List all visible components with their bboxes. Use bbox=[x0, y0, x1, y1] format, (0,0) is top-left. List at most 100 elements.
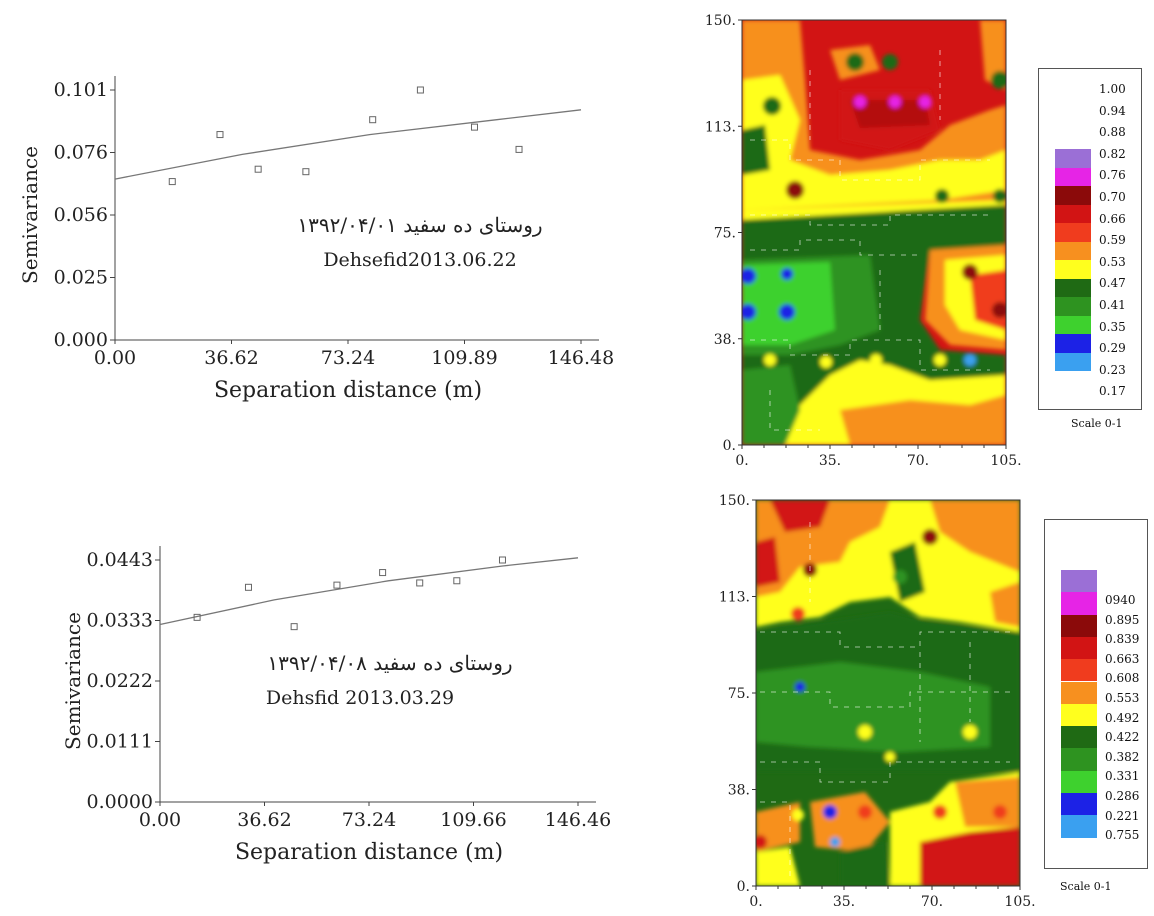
annotation-fa: روستای ده سفید ۱۳۹۲/۰۴/۰۱ bbox=[297, 213, 542, 237]
heatmap-2-axes: 0. 38. 75. 113. 150. 0. 35. 70. 105. bbox=[719, 493, 1036, 910]
variogram-chart-1: 0.000 0.025 0.056 0.076 0.101 0.00 36.62 73.24 1… bbox=[0, 60, 640, 420]
y-axis-label: Semivariance bbox=[18, 146, 42, 284]
data-point bbox=[369, 116, 377, 124]
x-tick-label: 146.46 bbox=[545, 809, 611, 831]
heatmap-chart-2: 0. 38. 75. 113. 150. 0. 35. 70. 105. 0940 0.895 0.… bbox=[690, 482, 1154, 912]
heatmap-2-svg: 0. 38. 75. 113. 150. 0. 35. 70. 105. bbox=[719, 493, 1036, 910]
legend-swatch bbox=[1061, 815, 1097, 838]
data-point bbox=[515, 145, 523, 153]
heatmap-1-legend: 1.00 0.94 0.88 0.82 0.76 0.70 0.66 0.59 0.53 0.47… bbox=[1038, 68, 1142, 430]
legend-swatch bbox=[1061, 659, 1097, 682]
x-tick-label: 35. bbox=[819, 453, 841, 469]
y-tick-label: 38. bbox=[714, 332, 736, 348]
heatmap-1-axes: 0. 38. 75. 113. 150. 0. 35. 70. 105. bbox=[705, 13, 1022, 469]
heatmap-2-legend-items: 0940 0.895 0.839 0.663 0.608 0.553 0.492 0.422 0… bbox=[1045, 520, 1147, 868]
x-tick-label: 0.00 bbox=[139, 809, 181, 831]
y-tick-label: 150. bbox=[705, 13, 736, 29]
x-tick-label: 35. bbox=[833, 894, 855, 910]
legend-swatch bbox=[1055, 149, 1091, 168]
legend-label: 0.755 bbox=[1105, 828, 1140, 843]
legend-label: 0.82 bbox=[1099, 146, 1126, 161]
legend-swatch bbox=[1061, 770, 1097, 793]
legend-swatch bbox=[1061, 681, 1097, 704]
legend-swatch bbox=[1061, 636, 1097, 660]
legend-label: 1.00 bbox=[1099, 82, 1126, 96]
legend-swatch bbox=[1055, 223, 1091, 242]
y-tick-label: 0.0333 bbox=[87, 610, 153, 632]
legend-swatch bbox=[1061, 592, 1097, 615]
legend-swatch bbox=[1061, 748, 1097, 771]
legend-label: 0.553 bbox=[1105, 691, 1140, 705]
legend-label: 0.41 bbox=[1099, 298, 1126, 312]
legend-label: 0.331 bbox=[1105, 769, 1140, 784]
x-tick-label: 70. bbox=[921, 894, 943, 910]
legend-label: 0.94 bbox=[1099, 103, 1126, 118]
y-tick-label: 0.0000 bbox=[87, 791, 153, 813]
y-tick-label: 113. bbox=[705, 119, 736, 135]
y-tick-label: 0.056 bbox=[54, 204, 108, 226]
annotation-en: Dehsefid2013.06.22 bbox=[323, 249, 516, 271]
legend-label: 0.53 bbox=[1099, 254, 1126, 269]
data-point bbox=[193, 613, 201, 621]
x-tick-label: 36.62 bbox=[204, 347, 258, 369]
x-tick-label: 73.24 bbox=[321, 347, 375, 369]
x-tick-label: 0. bbox=[749, 894, 762, 910]
legend-label: 0.66 bbox=[1099, 211, 1126, 226]
legend-label: 0.608 bbox=[1105, 671, 1140, 686]
legend-label: 0.286 bbox=[1105, 789, 1140, 803]
legend-label: 0.663 bbox=[1105, 651, 1140, 666]
legend-label: 0.895 bbox=[1105, 612, 1140, 627]
variogram-2-svg: 0.0000 0.0111 0.0222 0.0333 0.0443 0.00 36.62 7… bbox=[61, 546, 611, 865]
y-tick-label: 0.0222 bbox=[87, 670, 153, 692]
legend-label: 0.422 bbox=[1105, 730, 1140, 745]
data-point bbox=[168, 178, 176, 186]
data-point bbox=[470, 123, 478, 131]
data-point bbox=[379, 569, 387, 577]
data-point bbox=[333, 581, 341, 589]
legend-label: 0.382 bbox=[1105, 749, 1140, 764]
y-tick-label: 113. bbox=[719, 590, 750, 606]
variogram-chart-2: 0.0000 0.0111 0.0222 0.0333 0.0443 0.00 36.62 7… bbox=[0, 530, 640, 880]
y-tick-label: 0.076 bbox=[54, 142, 108, 164]
heatmap-1-surface bbox=[742, 20, 1006, 445]
annotation-en: Dehsfid 2013.03.29 bbox=[266, 687, 454, 709]
legend-swatch bbox=[1055, 204, 1091, 223]
x-tick-label: 36.62 bbox=[237, 809, 291, 831]
y-tick-label: 38. bbox=[728, 783, 750, 799]
y-tick-label: 0. bbox=[723, 438, 736, 454]
x-tick-label: 109.66 bbox=[440, 809, 506, 831]
data-point bbox=[216, 131, 224, 139]
legend-label: 0.839 bbox=[1105, 632, 1140, 647]
y-tick-label: 75. bbox=[714, 226, 736, 242]
legend-swatch bbox=[1055, 186, 1091, 205]
legend-label: 0.59 bbox=[1099, 233, 1126, 248]
y-tick-label: 0. bbox=[737, 879, 750, 895]
heatmap-1-legend-items: 1.00 0.94 0.88 0.82 0.76 0.70 0.66 0.59 0.53 0.47… bbox=[1039, 69, 1141, 409]
x-tick-label: 0. bbox=[735, 453, 748, 469]
x-tick-label: 73.24 bbox=[342, 809, 396, 831]
data-point bbox=[290, 623, 298, 631]
fit-curve bbox=[159, 557, 579, 626]
x-tick-label: 70. bbox=[907, 453, 929, 469]
heatmap-2-scale-title: Scale 0-1 bbox=[1060, 880, 1112, 893]
legend-swatch bbox=[1061, 570, 1097, 593]
y-tick-label: 75. bbox=[728, 686, 750, 702]
variogram-1-plot: 0.000 0.025 0.056 0.076 0.101 0.00 36.62 73.24 1… bbox=[18, 76, 614, 403]
data-point bbox=[244, 583, 252, 591]
legend-label: 0.17 bbox=[1099, 384, 1126, 399]
data-point bbox=[302, 168, 310, 176]
x-axis-label: Separation distance (m) bbox=[214, 378, 482, 403]
legend-swatch bbox=[1055, 167, 1091, 186]
heatmap-1-svg: 0. 38. 75. 113. 150. 0. 35. 70. 105. bbox=[705, 13, 1022, 469]
data-point bbox=[416, 86, 424, 94]
legend-swatch bbox=[1061, 726, 1097, 749]
y-axis-label: Semivariance bbox=[61, 612, 85, 750]
legend-label: 0.23 bbox=[1099, 362, 1126, 377]
legend-swatch bbox=[1055, 241, 1091, 260]
data-point bbox=[453, 577, 461, 585]
heatmap-chart-1: 0. 38. 75. 113. 150. 0. 35. 70. 105. 1.00 0.94 0.8… bbox=[690, 10, 1154, 485]
legend-swatch bbox=[1055, 278, 1091, 297]
y-tick-label: 0.0443 bbox=[87, 549, 153, 571]
heatmap-2-surface bbox=[756, 500, 1020, 886]
data-point bbox=[498, 556, 506, 564]
